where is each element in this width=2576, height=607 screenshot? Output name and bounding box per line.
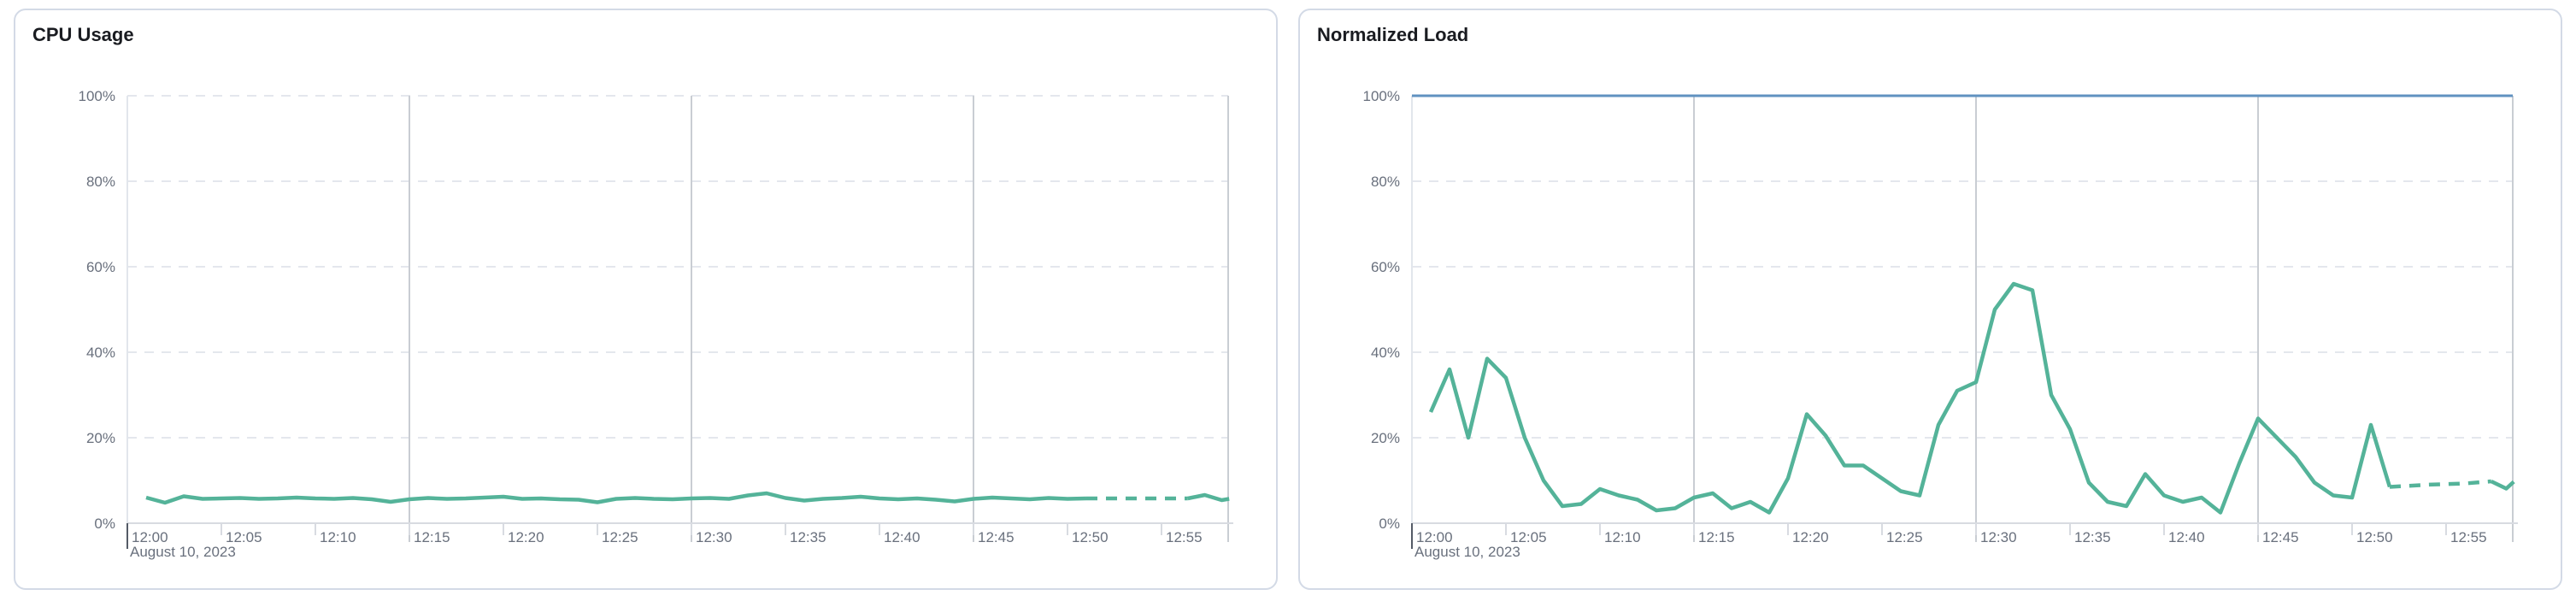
x-tick-label-12:45: 12:45 [2262,529,2299,545]
x-tick-label-12:05: 12:05 [1510,529,1547,545]
y-tick-label-40%: 40% [86,345,115,361]
x-tick-label-12:30: 12:30 [696,529,732,545]
y-tick-label-60%: 60% [86,259,115,275]
x-tick-label-12:45: 12:45 [978,529,1015,545]
y-tick-label-0%: 0% [1379,516,1400,532]
normalized-load-line-dashed [2389,479,2491,489]
x-tick-label-12:20: 12:20 [1792,529,1829,545]
normalized-load-line [1428,281,2392,515]
x-tick-label-12:35: 12:35 [2074,529,2111,545]
x-tick-label-12:10: 12:10 [320,529,356,545]
panel-cpu-usage: CPU Usage 12:00 12:05 12:10 12:15 12:20 12:25… [14,9,1278,590]
x-tick-label-12:05: 12:05 [226,529,262,545]
x-tick-label-12:20: 12:20 [508,529,544,545]
cpu-usage-chart[interactable]: 12:00 12:05 12:10 12:15 12:20 12:25 12:30 12:35… [15,10,1276,588]
x-tick-label-12:00: 12:00 [1416,529,1453,545]
x-tick-label-12:50: 12:50 [1072,529,1109,545]
x-axis-date-label: August 10, 2023 [1414,544,1520,560]
y-tick-label-100%: 100% [79,88,115,104]
x-axis-date-label: August 10, 2023 [130,544,236,560]
x-tick-label-12:40: 12:40 [2168,529,2205,545]
y-tick-label-60%: 60% [1371,259,1400,275]
x-tick-label-12:00: 12:00 [132,529,168,545]
x-tick-label-12:40: 12:40 [884,529,920,545]
y-tick-label-80%: 80% [86,174,115,190]
normalized-load-chart[interactable]: 12:00 12:05 12:10 12:15 12:20 12:25 12:30 12:35… [1300,10,2561,588]
panel-normalized-load: Normalized Load 12:00 12:05 12:10 12:15 12:2… [1298,9,2562,590]
cpu-usage-line [1187,492,1230,503]
x-tick-label-12:50: 12:50 [2356,529,2393,545]
x-tick-label-12:10: 12:10 [1604,529,1641,545]
y-tick-label-40%: 40% [1371,345,1400,361]
x-tick-label-12:55: 12:55 [2450,529,2487,545]
y-tick-label-80%: 80% [1371,174,1400,190]
x-tick-label-12:30: 12:30 [1980,529,2017,545]
y-tick-label-20%: 20% [86,430,115,446]
panel-title-normalized-load: Normalized Load [1317,24,1469,45]
x-tick-label-12:55: 12:55 [1166,529,1203,545]
x-tick-label-12:25: 12:25 [1886,529,1923,545]
normalized-load-line [2490,479,2515,491]
y-tick-label-100%: 100% [1363,88,1400,104]
x-tick-label-12:35: 12:35 [790,529,826,545]
panel-title-cpu-usage: CPU Usage [32,24,134,45]
x-tick-label-12:15: 12:15 [1698,529,1735,545]
cpu-usage-line [145,491,1087,505]
x-tick-label-12:15: 12:15 [414,529,450,545]
y-tick-label-0%: 0% [94,516,115,532]
x-tick-label-12:25: 12:25 [602,529,638,545]
y-tick-label-20%: 20% [1371,430,1400,446]
